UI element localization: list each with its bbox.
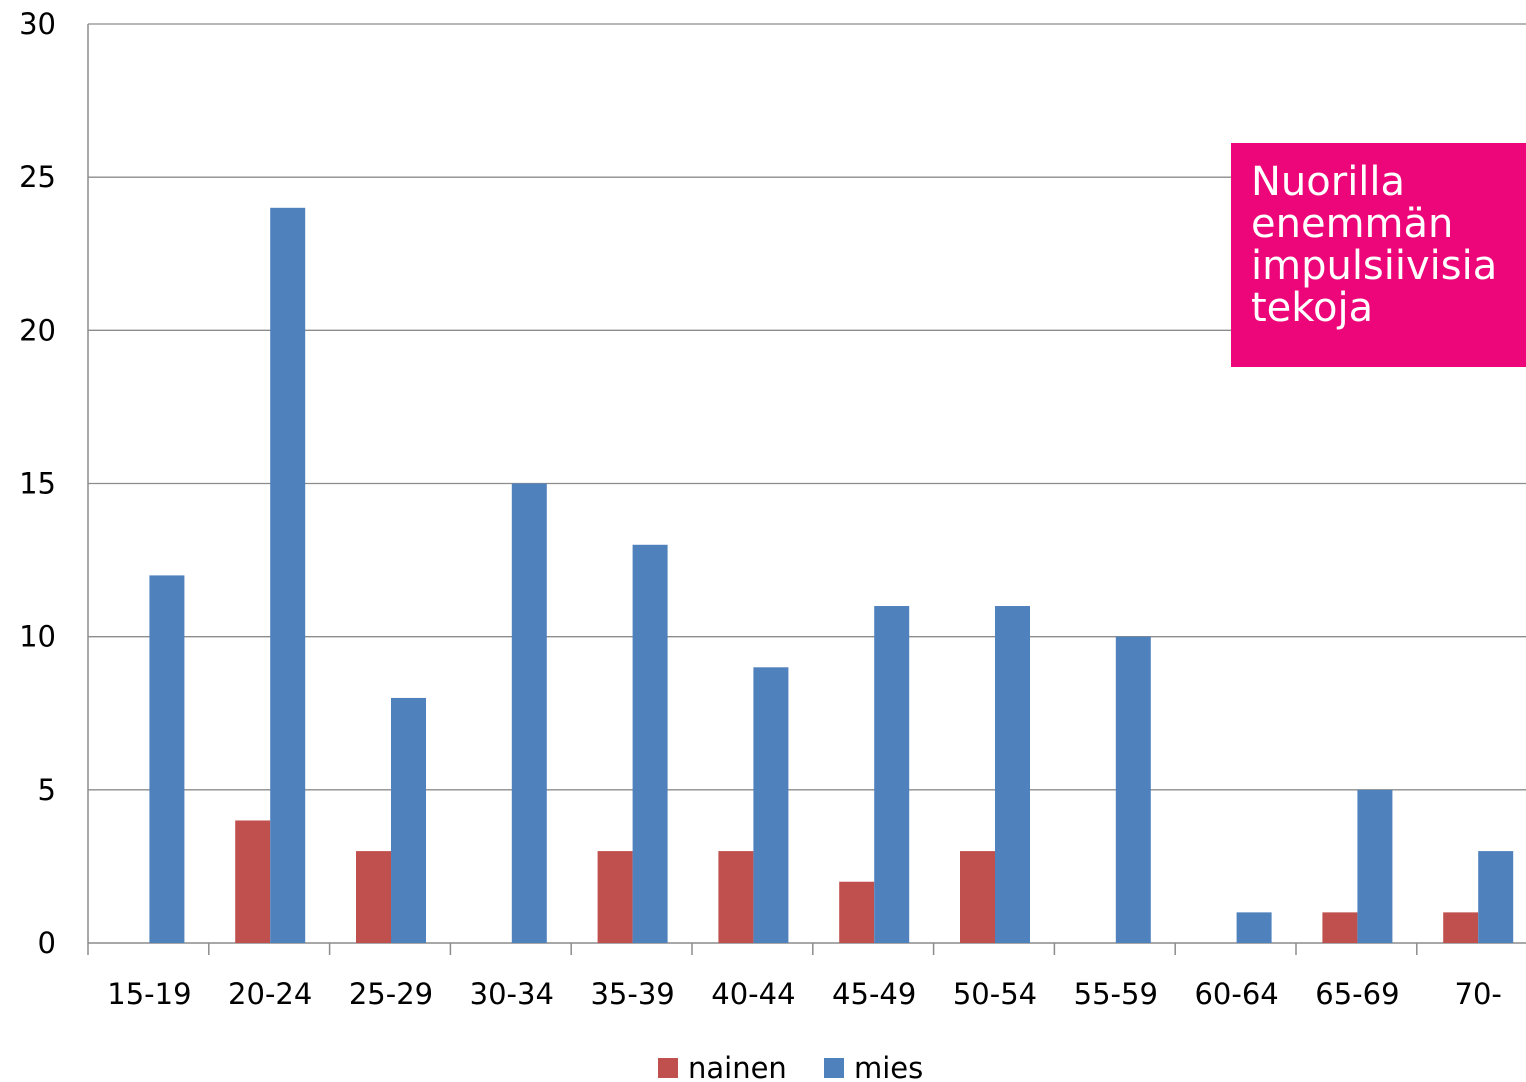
y-tick-label: 20 xyxy=(19,313,56,347)
x-tick-label: 30-34 xyxy=(470,977,554,1011)
legend-swatch-mies xyxy=(824,1058,844,1078)
bar-mies-35-39 xyxy=(632,544,668,943)
bar-mies-25-29 xyxy=(391,697,426,943)
x-tick-label: 55-59 xyxy=(1074,977,1158,1011)
bar-mies-50-54 xyxy=(995,606,1030,943)
x-tick-label: 65-69 xyxy=(1315,977,1399,1011)
y-tick-label: 0 xyxy=(38,926,56,960)
y-tick-label: 5 xyxy=(38,773,56,807)
y-tick-label: 30 xyxy=(19,7,56,41)
bars xyxy=(149,207,1514,944)
bar-mies-60-64 xyxy=(1236,912,1272,943)
legend-label-mies: mies xyxy=(854,1051,923,1082)
x-tick-label: 60-64 xyxy=(1194,977,1278,1011)
bar-mies-70- xyxy=(1478,851,1514,943)
bar-nainen-50-54 xyxy=(960,851,995,943)
gridlines xyxy=(88,23,1526,791)
y-tick-label: 15 xyxy=(19,467,56,501)
bar-mies-20-24 xyxy=(270,207,306,944)
x-tick-label: 45-49 xyxy=(832,977,916,1011)
bar-nainen-20-24 xyxy=(235,820,271,943)
bar-mies-30-34 xyxy=(511,483,547,943)
bar-mies-40-44 xyxy=(753,667,789,943)
callout-box: Nuorilla enemmän impulsiivisia tekoja xyxy=(1231,143,1526,367)
x-tick-label: 70- xyxy=(1455,977,1502,1011)
legend: nainen mies xyxy=(658,1051,923,1082)
y-tick-label: 10 xyxy=(19,620,56,654)
bar-mies-15-19 xyxy=(149,575,185,943)
y-tick-label: 25 xyxy=(19,160,56,194)
bar-nainen-40-44 xyxy=(718,851,754,943)
bar-nainen-70- xyxy=(1443,912,1479,943)
x-tick-label: 15-19 xyxy=(107,977,191,1011)
bar-mies-45-49 xyxy=(874,606,910,943)
x-tick-label: 35-39 xyxy=(590,977,674,1011)
x-tick-label: 40-44 xyxy=(711,977,795,1011)
x-tick-label: 25-29 xyxy=(349,977,433,1011)
bar-nainen-65-69 xyxy=(1322,912,1358,943)
legend-swatch-nainen xyxy=(658,1058,678,1078)
bar-nainen-35-39 xyxy=(597,851,633,943)
x-tick-label: 20-24 xyxy=(228,977,312,1011)
axes xyxy=(87,24,1526,955)
bar-nainen-45-49 xyxy=(839,881,875,943)
legend-label-nainen: nainen xyxy=(688,1051,787,1082)
bar-mies-55-59 xyxy=(1115,636,1151,943)
x-tick-label: 50-54 xyxy=(953,977,1037,1011)
bar-mies-65-69 xyxy=(1357,789,1393,943)
bar-nainen-25-29 xyxy=(356,851,391,943)
tick-labels: 0 5 10 15 20 25 30 15-19 20-24 25-29 30-34 35-39 40-… xyxy=(19,7,1502,1011)
